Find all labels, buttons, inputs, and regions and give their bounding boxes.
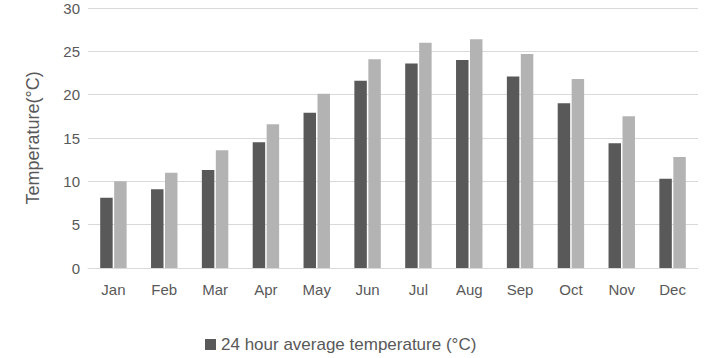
svg-text:Oct: Oct [559,281,583,298]
svg-text:5: 5 [72,216,80,233]
svg-text:24 hour average temperature (°: 24 hour average temperature (°C) [221,335,476,354]
svg-text:30: 30 [63,0,80,17]
svg-text:0: 0 [72,260,80,277]
svg-text:Nov: Nov [608,281,635,298]
svg-text:25: 25 [63,43,80,60]
svg-text:Apr: Apr [254,281,277,298]
svg-text:Jun: Jun [355,281,379,298]
svg-text:Jan: Jan [101,281,125,298]
svg-text:Feb: Feb [151,281,177,298]
svg-text:Jul: Jul [409,281,428,298]
svg-text:10: 10 [63,173,80,190]
svg-text:15: 15 [63,130,80,147]
svg-text:Temperature(°C): Temperature(°C) [23,71,43,204]
svg-text:Sep: Sep [507,281,534,298]
svg-text:Aug: Aug [456,281,483,298]
svg-text:Dec: Dec [659,281,686,298]
svg-text:20: 20 [63,86,80,103]
svg-text:Mar: Mar [202,281,228,298]
svg-text:May: May [303,281,332,298]
